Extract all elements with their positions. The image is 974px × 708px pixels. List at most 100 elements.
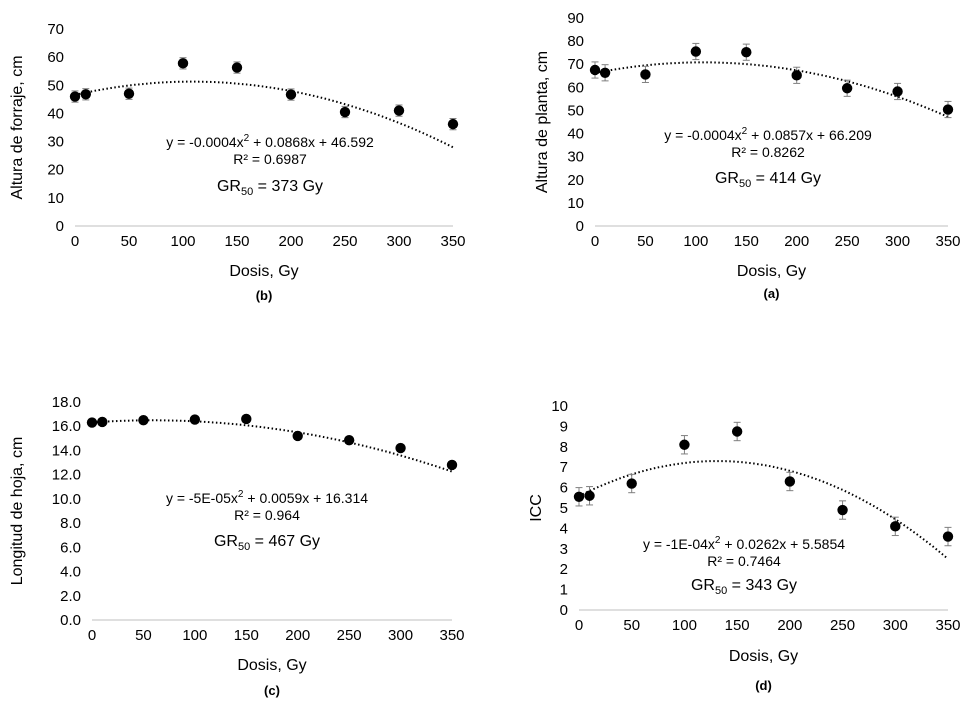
data-point bbox=[446, 459, 458, 471]
data-point bbox=[177, 58, 189, 69]
data-point bbox=[231, 62, 243, 73]
r-squared-label: R² = 0.8262 bbox=[731, 144, 805, 160]
data-point bbox=[339, 106, 351, 118]
y-tick-label: 60 bbox=[567, 79, 584, 96]
y-tick-label: 6.0 bbox=[60, 539, 81, 556]
x-tick-label: 350 bbox=[439, 627, 464, 644]
trendline-equation: y = -0.0004x2 + 0.0868x + 46.592 bbox=[166, 133, 374, 150]
data-point bbox=[841, 83, 853, 94]
equation-exponent: 2 bbox=[742, 126, 748, 137]
y-tick-label: 12.0 bbox=[52, 467, 81, 484]
y-tick-label: 4 bbox=[560, 520, 568, 537]
y-tick-label: 5 bbox=[560, 500, 568, 517]
gr50-label: GR50 = 343 Gy bbox=[691, 577, 797, 597]
y-tick-label: 0 bbox=[56, 218, 64, 235]
trendline bbox=[594, 61, 949, 118]
trendline bbox=[91, 419, 453, 473]
gr50-subscript: 50 bbox=[715, 585, 727, 597]
x-tick-label: 350 bbox=[935, 233, 960, 250]
trendline-equation: y = -1E-04x2 + 0.0262x + 5.5854 bbox=[643, 535, 845, 552]
equation-exponent: 2 bbox=[715, 535, 721, 546]
data-point bbox=[741, 47, 752, 58]
chart-panel-d: 0 50 100 150 200 250 300 350012345678910Dosis, … bbox=[528, 398, 961, 693]
gr50-prefix: GR bbox=[214, 533, 238, 550]
data-point bbox=[123, 88, 135, 99]
data-point bbox=[393, 105, 405, 116]
gr50-subscript: 50 bbox=[238, 541, 250, 553]
y-axis-title: Altura de planta, cm bbox=[534, 51, 551, 193]
data-point bbox=[584, 490, 595, 501]
panel-caption: (a) bbox=[764, 286, 780, 301]
equation-prefix: y = -5E-05x bbox=[166, 490, 238, 506]
data-point bbox=[599, 67, 611, 78]
y-tick-label: 20 bbox=[47, 162, 64, 179]
data-point bbox=[942, 531, 954, 542]
y-tick-label: 30 bbox=[567, 149, 584, 166]
y-tick-label: 7 bbox=[560, 459, 568, 476]
x-tick-label: 50 bbox=[623, 617, 640, 634]
y-tick-label: 0 bbox=[560, 602, 568, 619]
data-point bbox=[97, 416, 108, 428]
chart-panel-a: 0 50 100 150 200 250 300 3500102030405060708090… bbox=[534, 10, 961, 301]
r-squared-label: R² = 0.6987 bbox=[233, 151, 307, 167]
trendline bbox=[74, 80, 454, 149]
gr50-subscript: 50 bbox=[739, 178, 751, 190]
chart-panel-b: 0 50 100 150 200 250 300 350010203040506070Dosi… bbox=[9, 21, 466, 303]
data-point bbox=[791, 70, 802, 81]
equation-suffix: + 0.0262x + 5.5854 bbox=[720, 536, 845, 552]
data-point bbox=[640, 69, 651, 80]
data-point bbox=[69, 91, 81, 102]
x-tick-label: 200 bbox=[777, 617, 802, 634]
gr50-subscript: 50 bbox=[241, 186, 253, 198]
equation-suffix: + 0.0868x + 46.592 bbox=[249, 134, 374, 150]
y-tick-label: 90 bbox=[567, 10, 584, 27]
y-tick-label: 10.0 bbox=[52, 491, 81, 508]
y-tick-label: 10 bbox=[47, 190, 64, 207]
equation-suffix: + 0.0857x + 66.209 bbox=[747, 127, 872, 143]
gr50-label: GR50 = 373 Gy bbox=[217, 178, 323, 198]
x-tick-label: 0 bbox=[575, 617, 583, 634]
x-tick-label: 200 bbox=[784, 233, 809, 250]
gr50-label: GR50 = 414 Gy bbox=[715, 170, 821, 190]
x-tick-label: 0 bbox=[591, 233, 599, 250]
gr50-label: GR50 = 467 Gy bbox=[214, 533, 320, 553]
data-point bbox=[292, 430, 303, 442]
panel-caption: (c) bbox=[264, 683, 280, 698]
x-tick-label: 300 bbox=[885, 233, 910, 250]
x-tick-label: 100 bbox=[182, 627, 207, 644]
trendline-equation: y = -0.0004x2 + 0.0857x + 66.209 bbox=[664, 126, 872, 143]
y-tick-label: 8.0 bbox=[60, 515, 81, 532]
x-axis-title: Dosis, Gy bbox=[237, 657, 306, 674]
data-point bbox=[285, 89, 297, 100]
x-tick-label: 50 bbox=[637, 233, 654, 250]
x-tick-label: 300 bbox=[386, 233, 411, 250]
data-point bbox=[784, 476, 796, 487]
y-axis-title: Longitud de hoja, cm bbox=[9, 437, 26, 586]
data-point bbox=[447, 118, 459, 130]
gr50-prefix: GR bbox=[715, 170, 739, 187]
x-tick-label: 0 bbox=[71, 233, 79, 250]
y-tick-label: 8 bbox=[560, 439, 568, 456]
x-axis-title: Dosis, Gy bbox=[229, 263, 298, 280]
y-tick-label: 70 bbox=[567, 56, 584, 73]
x-tick-label: 200 bbox=[278, 233, 303, 250]
data-point bbox=[86, 417, 98, 428]
x-tick-label: 50 bbox=[121, 233, 138, 250]
data-point bbox=[573, 491, 585, 502]
panel-caption: (b) bbox=[256, 288, 273, 303]
y-tick-label: 50 bbox=[47, 77, 64, 94]
panel-caption: (d) bbox=[755, 678, 772, 693]
x-tick-label: 300 bbox=[883, 617, 908, 634]
chart-panel-c: 0 50 100 150 200 250 300 3500.02.04.06.08.010.0… bbox=[9, 394, 465, 698]
gr50-prefix: GR bbox=[691, 577, 715, 594]
data-point bbox=[138, 414, 149, 426]
gr50-suffix: = 414 Gy bbox=[751, 170, 821, 187]
equation-prefix: y = -1E-04x bbox=[643, 536, 715, 552]
r-squared-label: R² = 0.7464 bbox=[707, 553, 781, 569]
data-point bbox=[837, 504, 848, 516]
gr50-suffix: = 343 Gy bbox=[727, 577, 797, 594]
x-tick-label: 350 bbox=[440, 233, 465, 250]
y-tick-label: 2 bbox=[560, 561, 568, 578]
y-tick-label: 10 bbox=[567, 195, 584, 212]
equation-suffix: + 0.0059x + 16.314 bbox=[243, 490, 368, 506]
